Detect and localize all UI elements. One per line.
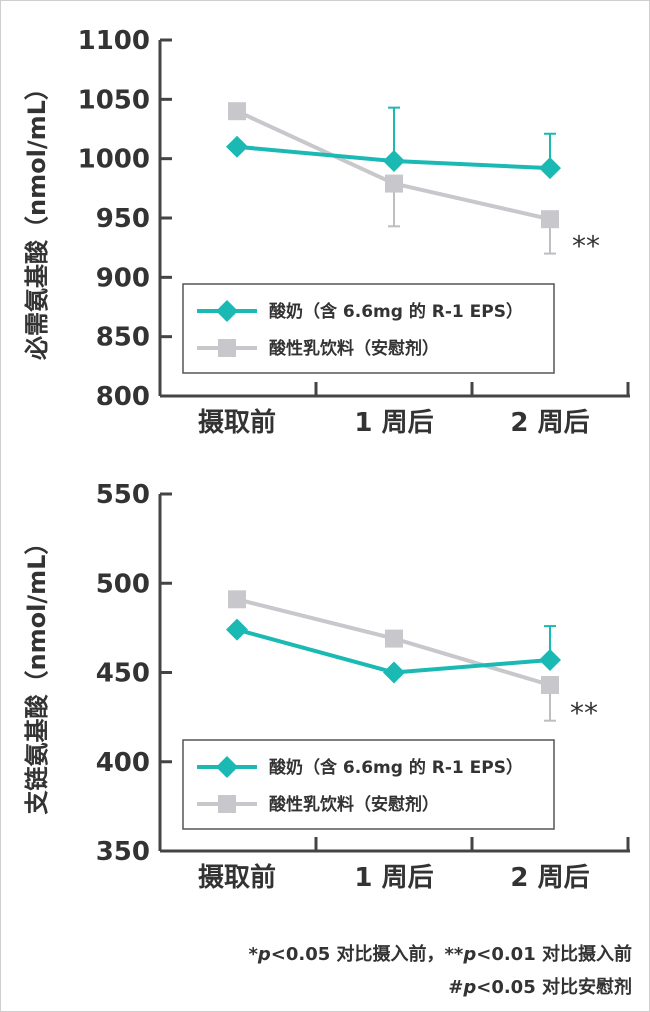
footnote-text-2: <0.01 对比摄入前: [476, 944, 632, 965]
chart-2: 350 400 450 500 550 摄取前 1 周后 2 周后 支链氨基酸（nmol/mL）…: [23, 480, 630, 893]
y-tick-label: 850: [96, 323, 150, 353]
legend-square-marker: [218, 339, 236, 357]
y-tick-label: 950: [96, 204, 150, 234]
x-tick-label: 摄取前: [198, 407, 276, 438]
y-tick-label: 350: [96, 837, 150, 867]
placebo-square-point: [228, 590, 246, 609]
x-tick-label: 2 周后: [510, 408, 589, 438]
y-tick-label: 450: [96, 659, 150, 689]
y-tick-label: 500: [96, 569, 150, 599]
x-tick-label: 1 周后: [354, 408, 433, 438]
legend-label: 酸奶（含 6.6mg 的 R-1 EPS）: [269, 301, 523, 322]
y-tick-label: 400: [96, 748, 150, 778]
legend-box: [182, 283, 555, 374]
placebo-square-point: [228, 102, 246, 121]
x-tick-label: 1 周后: [354, 863, 433, 893]
y-axis-title: 支链氨基酸（nmol/mL）: [23, 531, 51, 815]
y-tick-label: 1000: [78, 145, 150, 175]
footnote-p2: p: [463, 944, 477, 965]
yogurt-diamond-point: [539, 649, 561, 672]
legend-box: [182, 739, 555, 830]
placebo-square-point: [541, 210, 559, 229]
footnote-text-3: <0.05 对比安慰剂: [476, 977, 632, 998]
footnote-p: p: [257, 944, 271, 965]
y-tick-label: 900: [96, 263, 150, 293]
placebo-square-point: [385, 629, 403, 648]
legend-label: 酸性乳饮料（安慰剂）: [269, 338, 439, 359]
yogurt-diamond-point: [226, 135, 248, 158]
footnote-star: *: [248, 944, 258, 965]
significance-mark: **: [572, 230, 600, 263]
yogurt-diamond-point: [383, 150, 405, 173]
placebo-square-point: [385, 174, 403, 193]
yogurt-diamond-point: [226, 618, 248, 641]
footnote-p3: p: [463, 977, 477, 998]
legend-label: 酸性乳饮料（安慰剂）: [269, 794, 439, 815]
chart-1: 800 850 900 950 1000 1050 1100 摄取前 1 周后 2 周后 必需氨基酸…: [23, 26, 630, 438]
legend-label: 酸奶（含 6.6mg 的 R-1 EPS）: [269, 757, 523, 778]
placebo-square-point: [541, 675, 559, 694]
significance-mark: **: [570, 697, 598, 730]
y-tick-label: 1100: [78, 26, 150, 56]
y-tick-label: 1050: [78, 85, 150, 115]
footnote-line-1: *p<0.05 对比摄入前，**p<0.01 对比摄入前: [248, 940, 632, 966]
x-tick-label: 2 周后: [510, 863, 589, 893]
legend-diamond-marker: [216, 300, 238, 322]
footnote-text-1: <0.05 对比摄入前，**: [270, 944, 464, 965]
y-axis-title: 必需氨基酸（nmol/mL）: [23, 76, 51, 360]
y-tick-label: 550: [96, 480, 150, 510]
x-tick-label: 摄取前: [198, 862, 276, 893]
legend-diamond-marker: [216, 756, 238, 778]
yogurt-diamond-point: [383, 661, 405, 684]
footnote-line-2: #p<0.05 对比安慰剂: [448, 973, 632, 999]
y-tick-label: 800: [96, 382, 150, 412]
legend-square-marker: [218, 795, 236, 813]
footnote-hash: #: [448, 977, 464, 998]
yogurt-diamond-point: [539, 157, 561, 180]
